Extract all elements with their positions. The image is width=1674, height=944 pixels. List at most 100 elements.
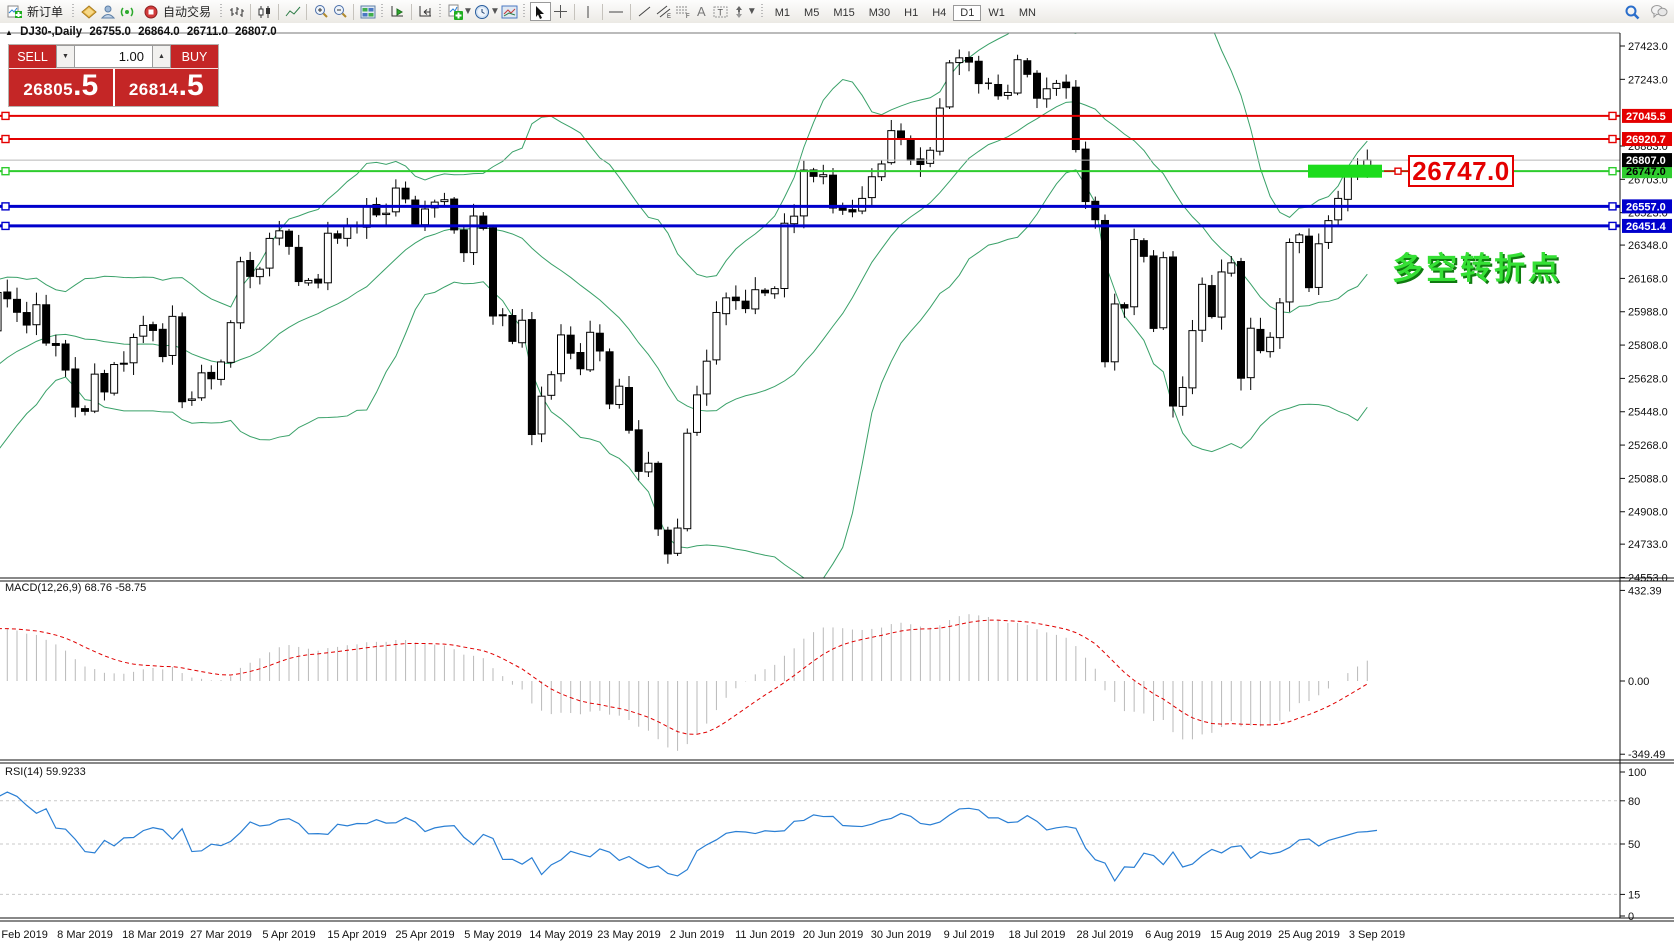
trendline-icon[interactable] [635, 3, 654, 20]
svg-text:15: 15 [1628, 889, 1640, 901]
autotrading-button[interactable]: 自动交易 [136, 1, 216, 22]
line-handle[interactable] [1, 202, 10, 211]
ohlc-close: 26807.0 [235, 26, 277, 38]
svg-text:F: F [686, 14, 690, 19]
chart-shift-icon[interactable] [416, 3, 435, 20]
sell-button[interactable]: SELL [17, 49, 48, 64]
new-order-button[interactable]: 新订单 [0, 1, 68, 22]
new-order-icon [5, 3, 24, 20]
rsi-label: RSI(14) 59.9233 [5, 766, 86, 778]
fibonacci-icon[interactable]: F [673, 3, 692, 20]
signals-icon[interactable] [117, 3, 136, 20]
date-label: 18 Jul 2019 [1009, 929, 1066, 941]
periods-clock-dropdown[interactable] [473, 3, 492, 20]
zoom-out-icon[interactable] [330, 3, 349, 20]
text-icon[interactable]: A [697, 4, 706, 19]
svg-text:25808.0: 25808.0 [1628, 340, 1668, 352]
tile-windows-icon[interactable] [358, 3, 377, 20]
svg-text:26348.0: 26348.0 [1628, 240, 1668, 252]
date-label: 20 Jun 2019 [803, 929, 864, 941]
volume-up-button[interactable]: ▲ [152, 45, 171, 68]
date-label: 27 Mar 2019 [190, 929, 252, 941]
svg-text:27045.5: 27045.5 [1626, 111, 1666, 123]
vertical-line-icon[interactable] [579, 3, 598, 20]
price-callout-box[interactable]: 26747.0 [1408, 155, 1514, 187]
toolbar: 新订单 自动交易 ▼ ▼ [0, 0, 1674, 24]
line-handle[interactable] [1, 111, 10, 121]
text-label-icon[interactable]: T [711, 3, 730, 20]
buy-price[interactable]: 26814 .5 [128, 69, 204, 102]
horizontal-line-icon[interactable] [607, 3, 626, 20]
line-handle[interactable] [1608, 202, 1617, 211]
highlight-trendline[interactable] [1308, 164, 1382, 178]
timeframe-mn[interactable]: MN [1018, 6, 1036, 19]
date-label: 8 Mar 2019 [57, 929, 113, 941]
ohlc-open: 26755.0 [89, 26, 131, 38]
timeframe-m30[interactable]: M30 [868, 6, 891, 19]
collapse-triangle-icon[interactable]: ▲ [5, 28, 13, 37]
auto-scroll-icon[interactable] [388, 3, 407, 20]
timeframe-bar: M1 M5 M15 M30 H1 H4 D1 W1 MN [768, 4, 1043, 21]
new-chart-caret-icon[interactable]: ▼ [463, 6, 473, 17]
date-label: 2 Jun 2019 [670, 929, 724, 941]
search-icon[interactable] [1622, 3, 1641, 20]
timeframe-m15[interactable]: M15 [833, 6, 855, 19]
crosshair-icon[interactable] [551, 3, 570, 20]
bar-chart-icon[interactable] [227, 3, 246, 20]
periods-caret-icon[interactable]: ▼ [489, 6, 500, 17]
arrows-dropdown[interactable] [730, 3, 749, 20]
line-handle[interactable] [1, 221, 10, 231]
svg-text:27243.0: 27243.0 [1628, 74, 1668, 86]
line-chart-icon[interactable] [283, 3, 302, 20]
equidistant-channel-icon[interactable]: E [654, 3, 673, 20]
new-chart-dropdown[interactable] [446, 3, 465, 20]
svg-text:0.00: 0.00 [1628, 676, 1649, 688]
line-handle[interactable] [1608, 221, 1617, 231]
line-handle[interactable] [1, 166, 10, 176]
line-handle[interactable] [1608, 111, 1617, 121]
line-handle[interactable] [1, 134, 10, 144]
cursor-icon[interactable] [529, 2, 551, 21]
svg-text:26920.7: 26920.7 [1626, 134, 1666, 146]
timeframe-d1[interactable]: D1 [953, 4, 982, 21]
svg-text:26747.0: 26747.0 [1626, 166, 1666, 178]
date-label: 23 May 2019 [597, 929, 661, 941]
macd-label: MACD(12,26,9) 68.76 -58.75 [5, 582, 147, 594]
community-icon[interactable] [98, 3, 117, 20]
candlestick-chart-icon[interactable] [255, 3, 274, 20]
timeframe-w1[interactable]: W1 [988, 6, 1005, 19]
annotation-text[interactable]: 多空转折点 [1392, 251, 1562, 286]
timeframe-h1[interactable]: H1 [904, 6, 919, 19]
arrows-caret-icon[interactable]: ▼ [746, 6, 757, 17]
volume-input[interactable]: 1.00 [75, 45, 152, 68]
template-icon[interactable] [500, 3, 519, 20]
buy-button[interactable]: BUY [181, 49, 208, 64]
sell-price[interactable]: 26805 .5 [9, 69, 115, 106]
svg-text:-349.49: -349.49 [1628, 749, 1665, 761]
gold-seal-icon[interactable] [79, 3, 98, 20]
svg-text:27423.0: 27423.0 [1628, 41, 1668, 53]
svg-text:432.39: 432.39 [1628, 585, 1662, 597]
timeframe-m1[interactable]: M1 [774, 6, 791, 19]
date-label: 9 Jul 2019 [944, 929, 995, 941]
svg-text:24553.0: 24553.0 [1628, 572, 1668, 584]
timeframe-m5[interactable]: M5 [804, 6, 820, 19]
svg-text:26807.0: 26807.0 [1626, 155, 1666, 167]
line-handle[interactable] [1608, 166, 1617, 176]
chart-canvas[interactable]: 27423.027243.026883.026703.026523.026348… [0, 23, 1674, 944]
line-handle[interactable] [1608, 134, 1617, 144]
zoom-in-icon[interactable] [311, 3, 330, 20]
date-label: 15 Apr 2019 [327, 929, 386, 941]
volume-down-button[interactable]: ▼ [56, 45, 75, 68]
svg-text:50: 50 [1628, 839, 1640, 851]
svg-text:100: 100 [1628, 767, 1646, 779]
date-label: 6 Aug 2019 [1145, 929, 1201, 941]
svg-text:E: E [667, 14, 671, 19]
chat-icon[interactable] [1649, 3, 1668, 20]
chart-title: ▲ DJ30-,Daily 26755.0 26864.0 26711.0 26… [5, 26, 281, 38]
timeframe-h4[interactable]: H4 [932, 6, 947, 19]
date-label: 28 Jul 2019 [1077, 929, 1134, 941]
svg-text:24908.0: 24908.0 [1628, 507, 1668, 519]
svg-text:T: T [717, 7, 723, 17]
date-label: 11 Jun 2019 [735, 929, 795, 941]
